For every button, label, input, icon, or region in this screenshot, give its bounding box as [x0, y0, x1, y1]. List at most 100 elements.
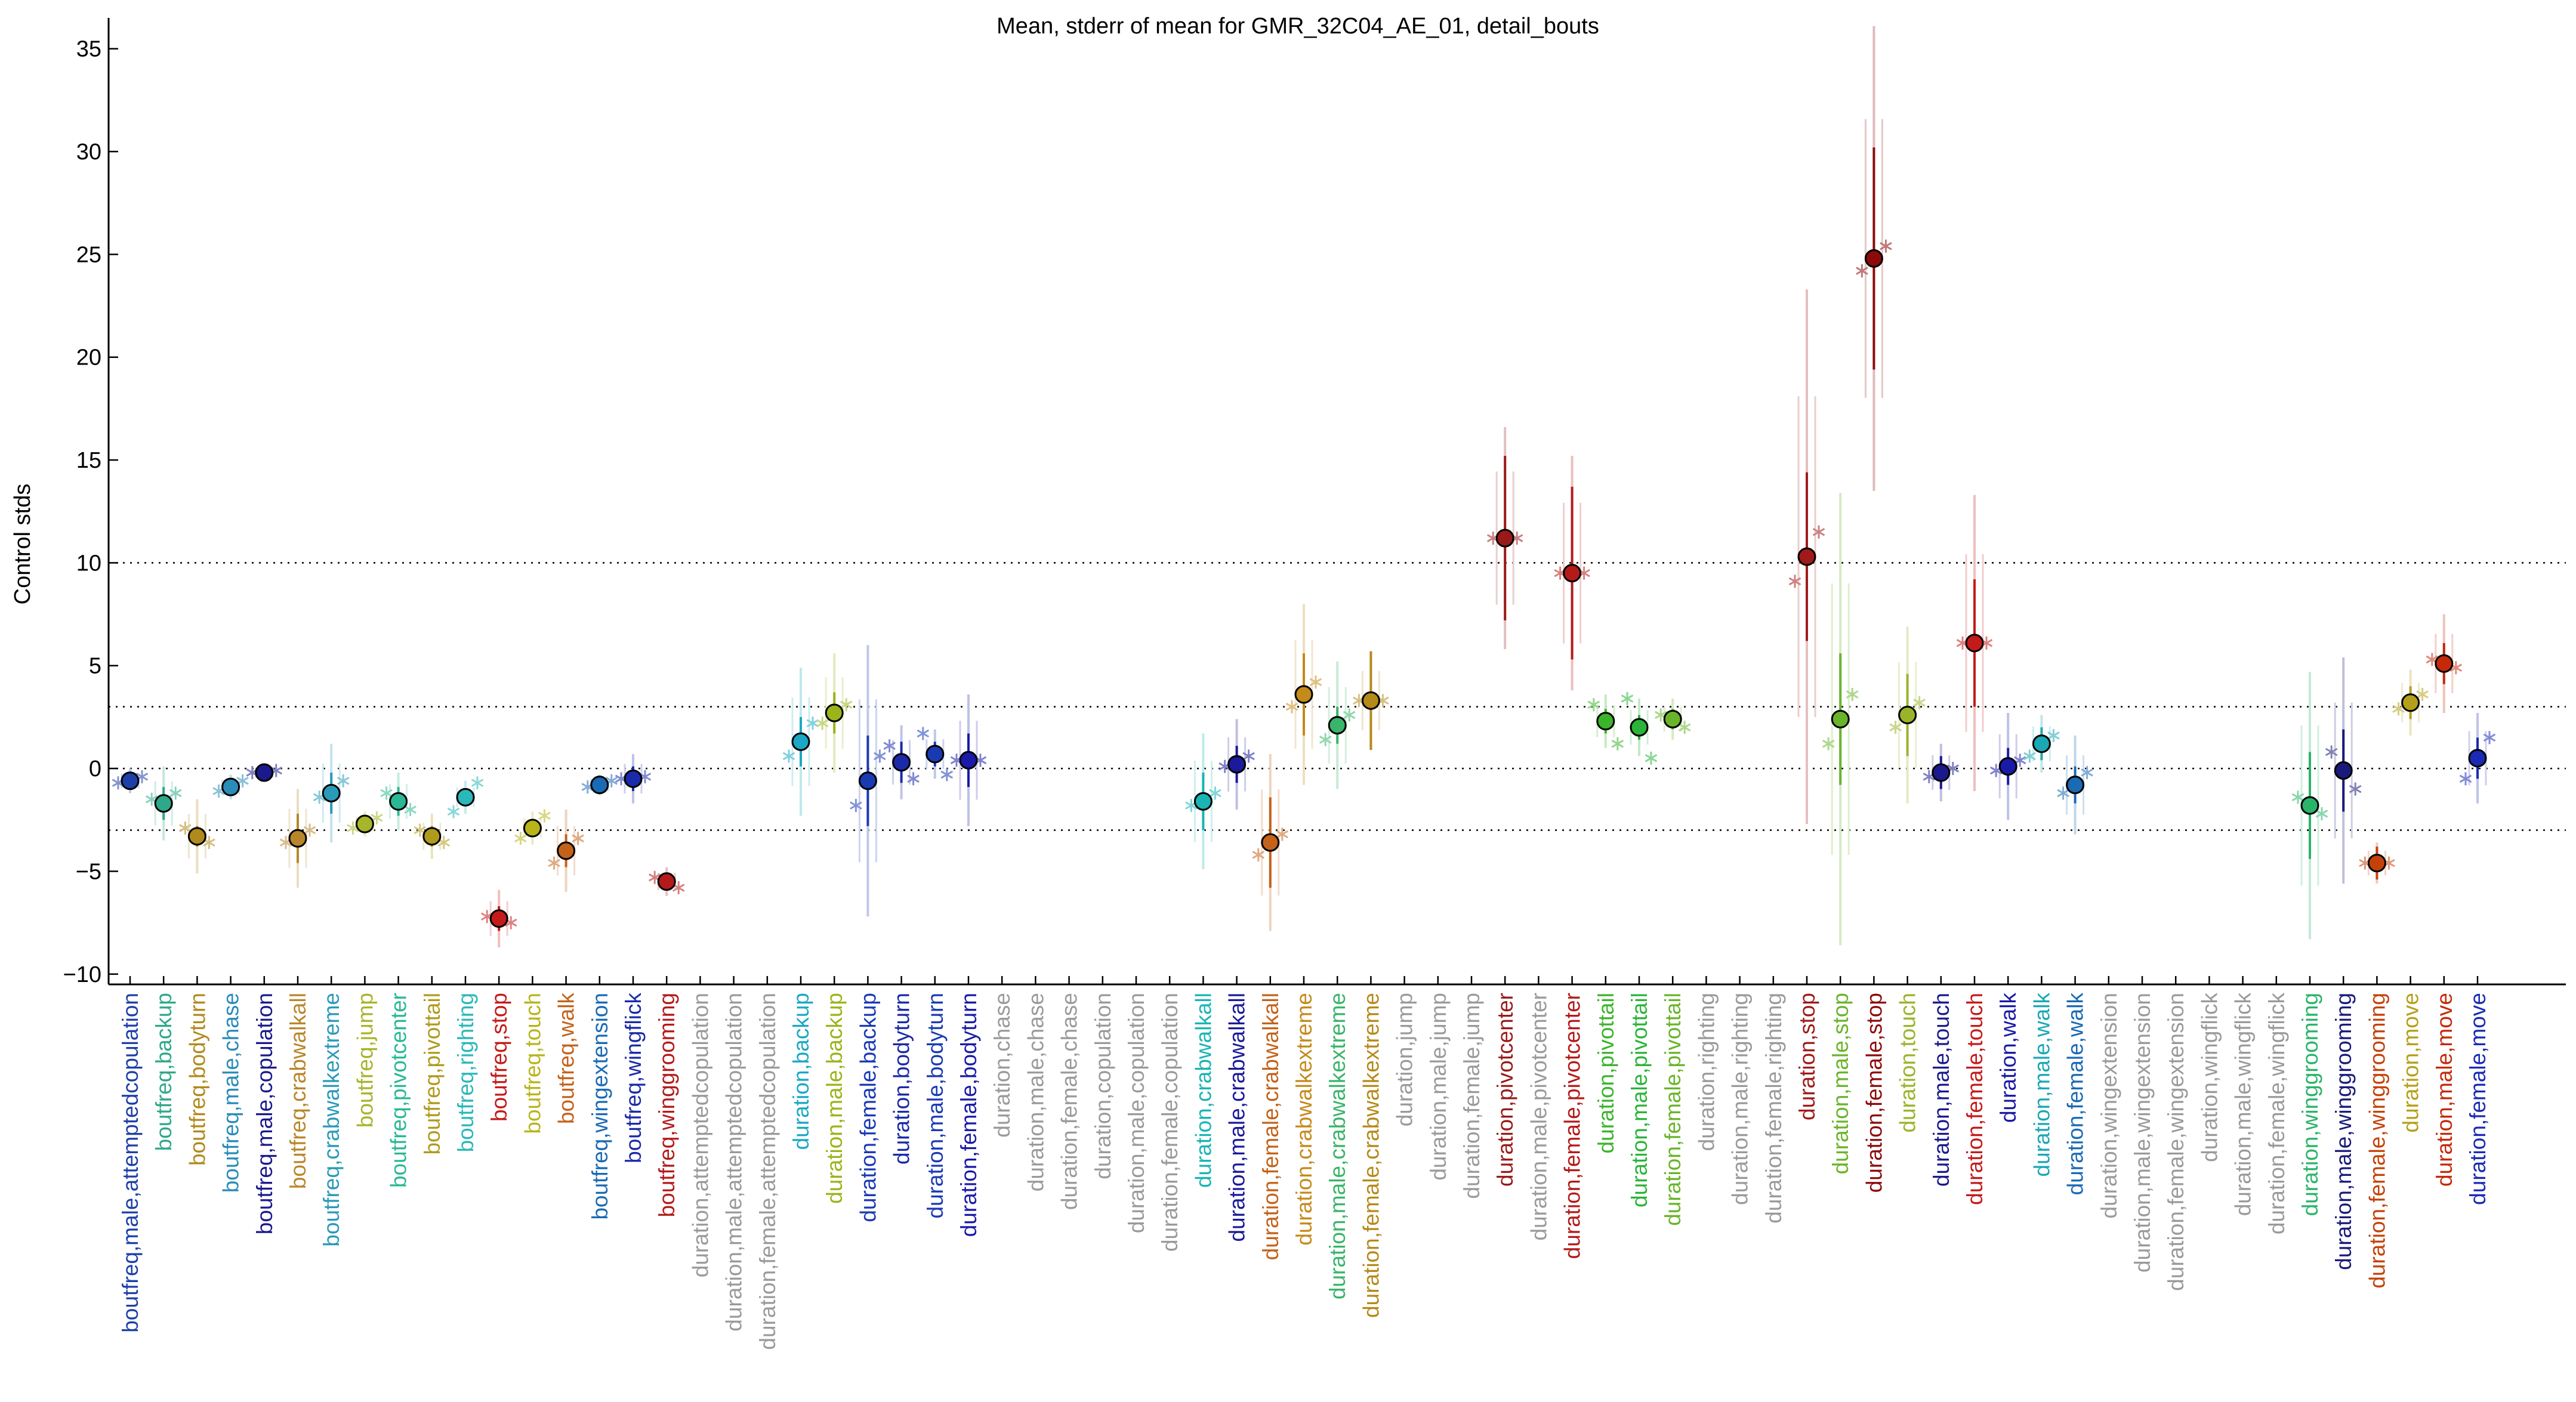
x-tick-label: boutfreq,jump	[353, 993, 377, 1128]
mean-point	[1965, 634, 1984, 653]
mean-point	[1630, 718, 1649, 737]
side-marker-32-a-stroke-2	[1185, 801, 1198, 810]
data-point-group-52	[1856, 26, 1892, 491]
side-marker-54-b-stroke-2	[1946, 764, 1960, 773]
x-tick-label: duration,male,pivottail	[1627, 993, 1652, 1208]
side-marker-34-b-stroke-2	[1276, 830, 1289, 839]
data-point-group-51	[1822, 493, 1859, 946]
side-marker-7-a-stroke-2	[347, 824, 359, 832]
side-marker-13-a-stroke-2	[548, 859, 560, 867]
x-tick-label: duration,male,copulation	[1124, 993, 1149, 1233]
mean-point	[1898, 705, 1917, 724]
x-tick-label: duration,female,winggrooming	[2365, 993, 2389, 1289]
data-point-group-53	[1889, 626, 1926, 804]
mean-point	[1563, 564, 1582, 583]
side-marker-3-b-stroke-2	[236, 776, 249, 785]
side-marker-52-b-stroke-2	[1880, 242, 1892, 251]
side-marker-45-a-stroke-2	[1621, 694, 1634, 703]
x-tick-label: duration,female,crabwalkextreme	[1359, 993, 1383, 1318]
mean-point	[825, 703, 844, 722]
data-point-group-54	[1923, 743, 1960, 802]
data-point-group-13	[548, 810, 584, 892]
x-tick-label: duration,chase	[990, 993, 1014, 1138]
data-point-group-21	[816, 653, 853, 773]
side-marker-10-a-stroke-2	[447, 807, 460, 816]
mean-point	[1596, 712, 1615, 731]
mean-point	[925, 745, 945, 764]
x-ticks: boutfreq,male,attemptedcopulation boutfre…	[118, 976, 2490, 1350]
side-marker-53-a-stroke-2	[1889, 723, 1902, 731]
side-marker-56-b-stroke-2	[2013, 756, 2026, 765]
side-marker-21-a-stroke-2	[816, 719, 829, 728]
y-tick-label: 30	[76, 140, 101, 165]
x-tick-label: boutfreq,pivotcenter	[387, 993, 411, 1188]
x-tick-label: duration,female,touch	[1963, 993, 1987, 1205]
data-point-group-16	[648, 867, 685, 896]
data-point-group-34	[1252, 754, 1289, 931]
x-tick-label: duration,female,copulation	[1158, 993, 1182, 1252]
side-marker-66-a-stroke-2	[2325, 748, 2338, 756]
side-marker-0-b-stroke-2	[135, 773, 149, 781]
mean-point	[355, 814, 374, 833]
data-point-group-4	[246, 763, 283, 782]
data-point-group-67	[2359, 842, 2395, 884]
side-marker-6-b-stroke-2	[337, 776, 350, 785]
side-marker-56-a-stroke-2	[1989, 766, 2003, 775]
x-tick-label: duration,backup	[789, 993, 813, 1150]
data-point-group-58	[2057, 735, 2093, 835]
data-point-group-15	[615, 754, 652, 804]
side-marker-53-b-stroke-2	[1913, 698, 1926, 707]
x-tick-label: boutfreq,touch	[520, 993, 545, 1134]
y-tick-label: 0	[89, 756, 101, 782]
data-point-group-35	[1285, 604, 1322, 785]
side-marker-24-a-stroke-2	[917, 729, 930, 738]
y-tick-label: 10	[76, 551, 101, 576]
side-marker-7-b-stroke-2	[371, 814, 383, 822]
data-point-group-57	[2023, 715, 2060, 773]
mean-point	[1328, 716, 1347, 735]
x-tick-label: boutfreq,backup	[152, 993, 176, 1151]
mean-point	[456, 788, 475, 807]
side-marker-2-a-stroke-2	[179, 824, 192, 832]
mean-point	[1864, 249, 1883, 268]
side-marker-10-b-stroke-2	[471, 779, 484, 788]
x-tick-label: boutfreq,male,chase	[219, 993, 243, 1193]
x-tick-label: duration,male,bodyturn	[923, 993, 948, 1218]
side-marker-58-a-stroke-2	[2057, 789, 2069, 798]
data-point-group-50	[1788, 289, 1825, 824]
x-tick-label: duration,female,pivottail	[1661, 993, 1685, 1226]
mean-point	[1227, 755, 1247, 774]
data-point-group-43	[1554, 456, 1590, 691]
data-point-group-41	[1486, 427, 1523, 650]
data-point-group-55	[1956, 495, 1993, 791]
side-marker-57-b-stroke-2	[2047, 731, 2060, 740]
mean-point	[288, 829, 307, 848]
mean-point	[221, 777, 240, 796]
mean-point	[322, 783, 341, 802]
mean-point	[657, 872, 676, 891]
x-tick-label: duration,walk	[1996, 993, 2020, 1123]
data-point-group-45	[1621, 691, 1658, 765]
data-point-group-2	[179, 799, 215, 873]
x-tick-label: duration,female,walk	[2063, 993, 2088, 1196]
data-point-group-14	[581, 774, 618, 795]
x-tick-label: duration,female,stop	[1862, 993, 1886, 1193]
y-tick-label: 5	[89, 654, 101, 679]
x-tick-label: duration,female,bodyturn	[957, 993, 981, 1237]
side-marker-22-b-stroke-2	[874, 752, 886, 761]
x-tick-label: boutfreq,righting	[454, 993, 478, 1152]
data-point-group-37	[1353, 651, 1389, 751]
data-point-group-12	[514, 809, 551, 845]
mean-point	[1663, 709, 1682, 728]
x-tick-label: boutfreq,male,attemptedcopulation	[118, 993, 143, 1333]
data-point-group-24	[917, 727, 954, 782]
side-marker-45-b-stroke-2	[1645, 754, 1658, 762]
x-tick-label: duration,crabwalkextreme	[1292, 993, 1316, 1246]
side-marker-14-b-stroke-2	[605, 776, 618, 785]
side-marker-32-b-stroke-2	[1209, 789, 1221, 798]
mean-point	[1932, 763, 1951, 782]
side-marker-50-b-stroke-2	[1812, 527, 1825, 536]
y-tick-label: 25	[76, 242, 101, 267]
x-tick-label: duration,female,wingextension	[2164, 993, 2188, 1291]
data-point-group-10	[447, 776, 484, 819]
